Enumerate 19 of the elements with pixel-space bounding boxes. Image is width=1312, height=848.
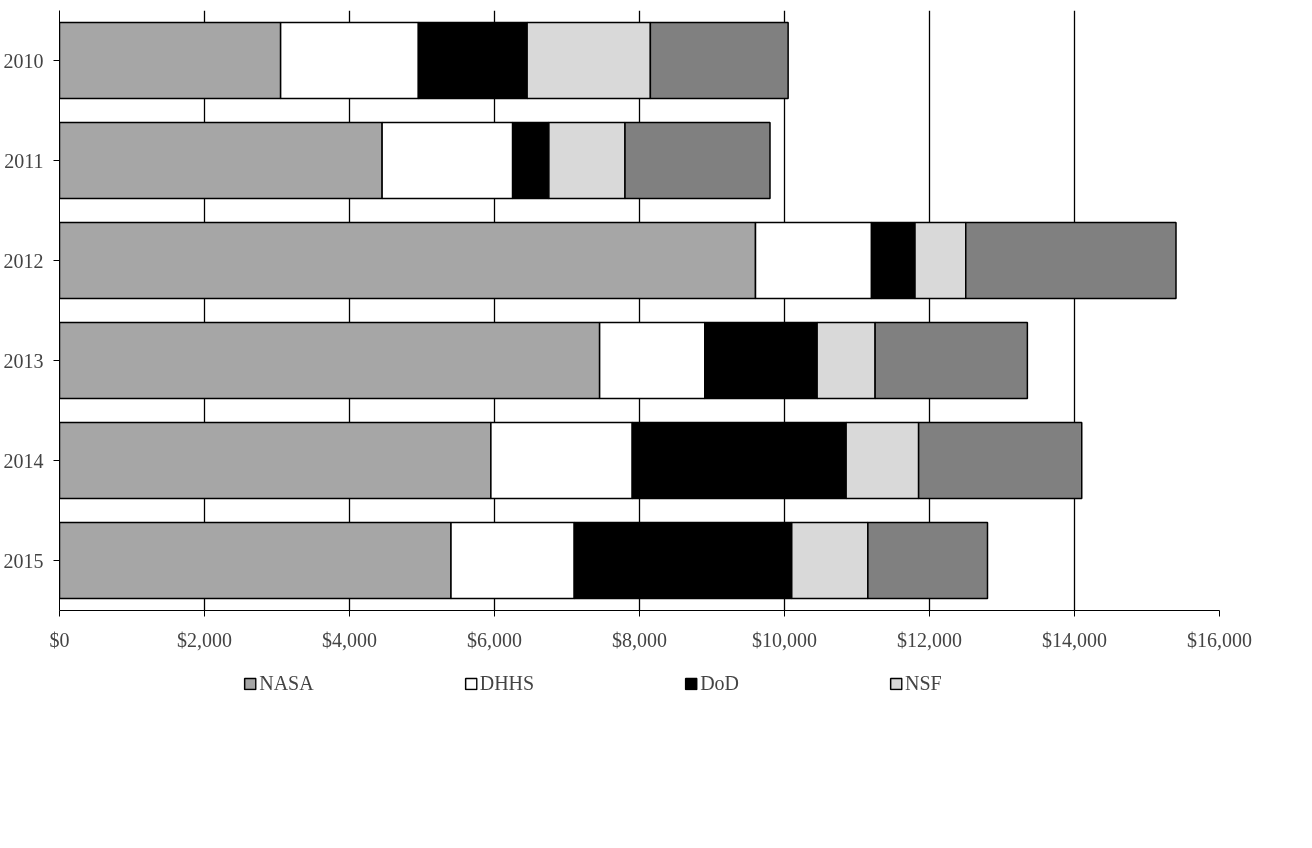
x-tick-label: $8,000 — [612, 628, 667, 651]
legend-label: DHHS — [479, 671, 535, 695]
y-tick-label: 2015 — [3, 549, 44, 572]
y-tick-label: 2012 — [3, 249, 44, 272]
y-tick-label: 2011 — [4, 149, 44, 172]
x-tick-label: $10,000 — [752, 628, 817, 651]
legend-label: NSF — [905, 671, 942, 695]
x-tick-label: $12,000 — [897, 628, 962, 651]
legend-label: NASA — [259, 671, 314, 695]
x-tick-label: $0 — [49, 628, 70, 651]
y-tick-label: 2010 — [3, 49, 44, 72]
y-tick-label: 2014 — [3, 449, 44, 472]
legend-label: DoD — [700, 671, 740, 695]
x-tick-label: $16,000 — [1187, 628, 1252, 651]
x-tick-label: $4,000 — [322, 628, 377, 651]
y-tick-label: 2013 — [3, 349, 44, 372]
x-tick-label: $14,000 — [1042, 628, 1107, 651]
x-tick-label: $6,000 — [467, 628, 522, 651]
x-tick-label: $2,000 — [177, 628, 232, 651]
